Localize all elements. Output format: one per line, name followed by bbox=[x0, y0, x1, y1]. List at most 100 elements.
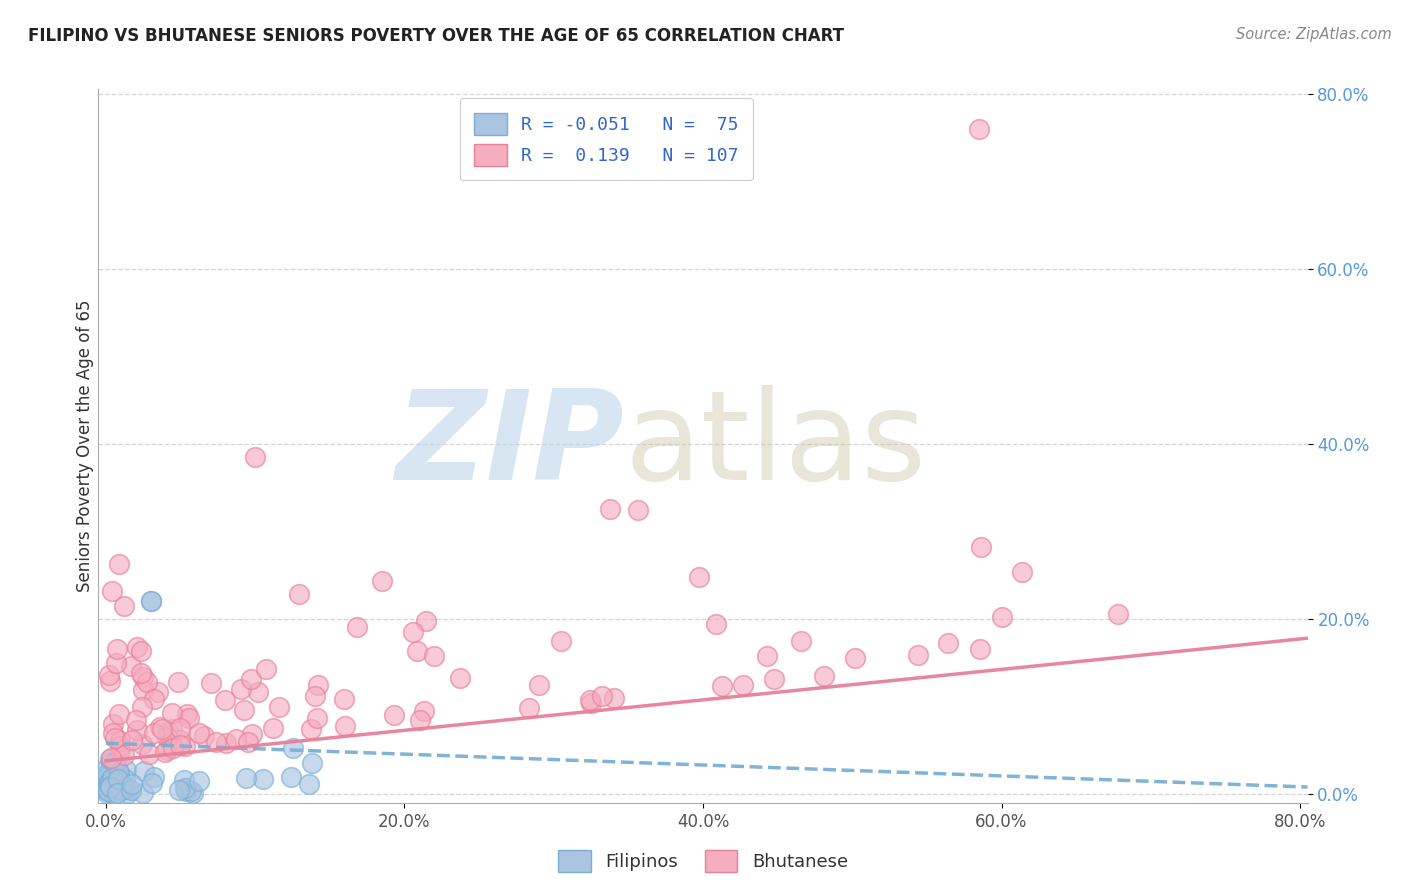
Point bbox=[108, 739, 131, 753]
Point bbox=[103, 787, 125, 801]
Point bbox=[181, 786, 204, 800]
Point bbox=[96, 761, 118, 775]
Point bbox=[527, 678, 550, 692]
Point bbox=[148, 720, 170, 734]
Point bbox=[173, 780, 195, 795]
Point bbox=[101, 780, 124, 795]
Point bbox=[156, 730, 179, 744]
Point bbox=[98, 773, 121, 788]
Point bbox=[156, 743, 179, 757]
Point bbox=[307, 711, 329, 725]
Point bbox=[267, 700, 290, 714]
Point bbox=[125, 713, 148, 727]
Point bbox=[704, 616, 727, 631]
Point bbox=[688, 570, 710, 584]
Point bbox=[141, 776, 163, 790]
Point bbox=[252, 772, 274, 787]
Point bbox=[599, 501, 621, 516]
Point bbox=[107, 767, 129, 781]
Point bbox=[991, 610, 1014, 624]
Point bbox=[101, 716, 124, 731]
Point bbox=[114, 772, 136, 787]
Point bbox=[710, 679, 733, 693]
Point bbox=[131, 700, 153, 714]
Point bbox=[120, 783, 142, 797]
Point bbox=[101, 785, 124, 799]
Point bbox=[233, 702, 256, 716]
Point bbox=[162, 740, 184, 755]
Point bbox=[813, 668, 835, 682]
Point bbox=[969, 642, 991, 657]
Point bbox=[121, 733, 143, 747]
Point bbox=[112, 782, 135, 797]
Point bbox=[111, 781, 134, 796]
Point bbox=[105, 776, 128, 790]
Point bbox=[100, 583, 122, 598]
Point bbox=[304, 689, 326, 703]
Point bbox=[107, 777, 129, 791]
Point bbox=[415, 614, 437, 628]
Point bbox=[382, 707, 405, 722]
Point bbox=[100, 785, 122, 799]
Point bbox=[519, 700, 541, 714]
Point bbox=[153, 745, 176, 759]
Point bbox=[104, 731, 127, 745]
Point bbox=[283, 740, 305, 755]
Point bbox=[936, 636, 959, 650]
Point bbox=[970, 540, 993, 554]
Point bbox=[104, 657, 127, 671]
Point bbox=[112, 599, 135, 614]
Point bbox=[135, 675, 157, 690]
Point bbox=[142, 726, 165, 740]
Point bbox=[160, 706, 183, 720]
Point bbox=[603, 690, 626, 705]
Legend: Filipinos, Bhutanese: Filipinos, Bhutanese bbox=[551, 843, 855, 880]
Point bbox=[104, 777, 127, 791]
Point bbox=[107, 772, 129, 787]
Point bbox=[100, 771, 122, 785]
Point bbox=[125, 723, 148, 737]
Point bbox=[301, 756, 323, 771]
Point bbox=[101, 777, 124, 791]
Point bbox=[231, 681, 253, 696]
Point bbox=[790, 634, 813, 648]
Point bbox=[423, 649, 446, 664]
Point bbox=[412, 704, 434, 718]
Point bbox=[100, 756, 122, 770]
Text: Source: ZipAtlas.com: Source: ZipAtlas.com bbox=[1236, 27, 1392, 42]
Point bbox=[110, 783, 132, 797]
Point bbox=[280, 770, 302, 784]
Point bbox=[188, 774, 211, 789]
Point bbox=[108, 706, 131, 721]
Point bbox=[107, 780, 129, 795]
Point bbox=[96, 770, 118, 784]
Point bbox=[288, 587, 311, 601]
Point bbox=[104, 756, 127, 770]
Point bbox=[98, 752, 121, 766]
Point bbox=[193, 730, 215, 744]
Point bbox=[174, 739, 197, 753]
Point bbox=[117, 786, 139, 800]
Point bbox=[406, 644, 429, 658]
Point bbox=[97, 783, 120, 797]
Point bbox=[108, 733, 131, 747]
Point bbox=[131, 666, 153, 681]
Point bbox=[107, 764, 129, 778]
Point bbox=[215, 736, 238, 750]
Point bbox=[104, 760, 127, 774]
Point bbox=[139, 594, 162, 608]
Point bbox=[150, 722, 173, 736]
Point bbox=[96, 778, 118, 792]
Point bbox=[143, 770, 166, 784]
Point bbox=[100, 772, 122, 786]
Point bbox=[110, 778, 132, 792]
Point bbox=[96, 777, 118, 791]
Point bbox=[335, 719, 357, 733]
Point bbox=[247, 684, 270, 698]
Point bbox=[100, 673, 122, 688]
Point bbox=[240, 672, 263, 686]
Point bbox=[142, 692, 165, 706]
Point bbox=[550, 633, 572, 648]
Point bbox=[105, 642, 128, 657]
Point bbox=[160, 723, 183, 737]
